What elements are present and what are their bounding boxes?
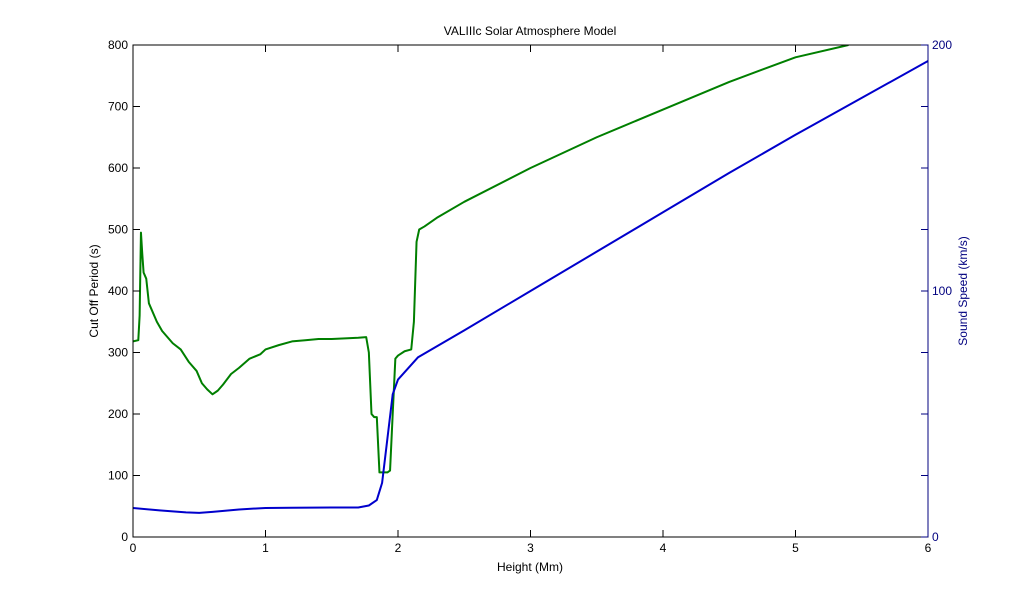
- y-tick-label-right: 0: [932, 530, 939, 544]
- x-tick-label: 5: [792, 541, 799, 555]
- y-tick-label-right: 200: [932, 38, 952, 52]
- y-axis-label-left: Cut Off Period (s): [87, 244, 101, 337]
- x-tick-label: 3: [527, 541, 534, 555]
- y-tick-label-left: 500: [108, 223, 128, 237]
- y-tick-label-left: 400: [108, 284, 128, 298]
- y-tick-label-left: 800: [108, 38, 128, 52]
- y-tick-label-left: 100: [108, 469, 128, 483]
- y-tick-label-left: 600: [108, 161, 128, 175]
- x-tick-label: 1: [262, 541, 269, 555]
- x-tick-label: 6: [925, 541, 932, 555]
- chart-title: VALIIIc Solar Atmosphere Model: [444, 24, 617, 38]
- x-tick-label: 0: [130, 541, 137, 555]
- x-tick-label: 2: [395, 541, 402, 555]
- y-tick-label-left: 0: [121, 530, 128, 544]
- series-line-cut-off-period: [133, 45, 849, 474]
- y-tick-label-left: 300: [108, 346, 128, 360]
- y-axis-label-right: Sound Speed (km/s): [956, 236, 970, 345]
- series-layer: [133, 45, 928, 514]
- x-tick-label: 4: [660, 541, 667, 555]
- y-tick-label-right: 100: [932, 284, 952, 298]
- x-axis-label: Height (Mm): [497, 560, 563, 574]
- y-tick-label-left: 700: [108, 100, 128, 114]
- y-tick-label-left: 200: [108, 407, 128, 421]
- series-line-sound-speed: [133, 60, 928, 514]
